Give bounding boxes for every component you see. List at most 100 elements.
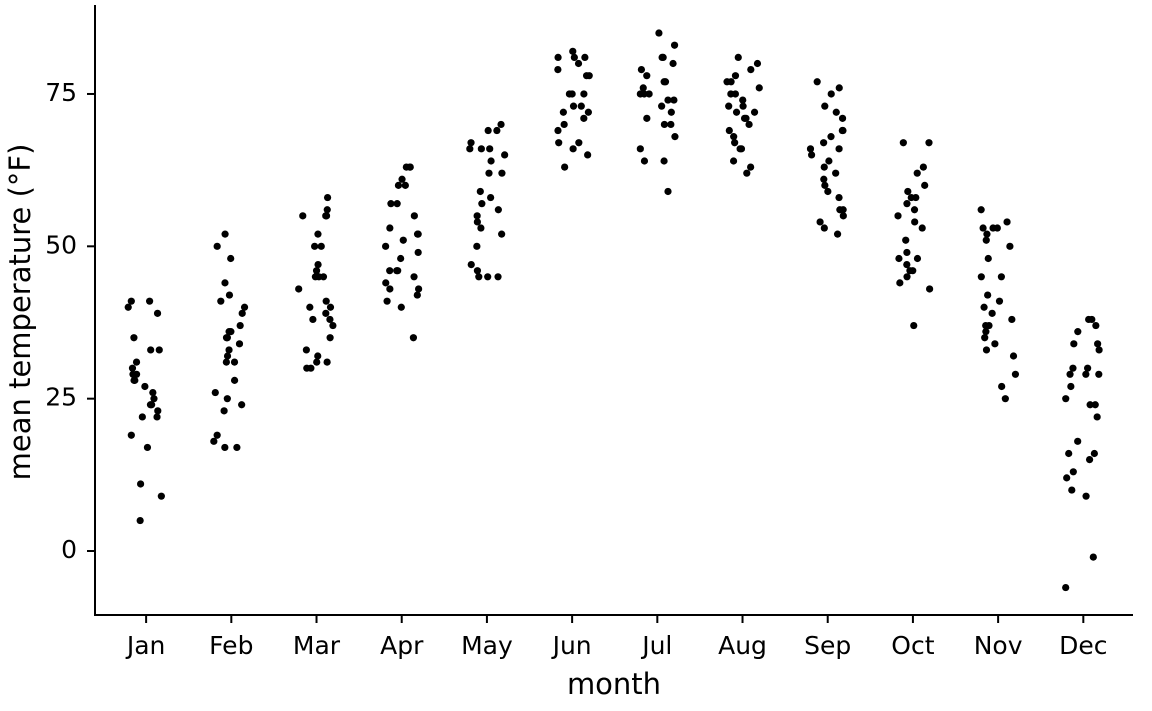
point — [643, 114, 651, 122]
point — [477, 145, 485, 153]
y-tick-label: 50 — [45, 230, 77, 259]
point — [997, 273, 1005, 281]
point — [306, 303, 314, 311]
point — [501, 151, 509, 159]
point — [484, 273, 492, 281]
point — [223, 352, 232, 360]
point — [211, 388, 219, 397]
point — [394, 267, 402, 275]
point — [895, 254, 903, 263]
point — [143, 443, 152, 452]
point — [655, 29, 663, 37]
point — [138, 413, 146, 421]
point — [925, 139, 933, 147]
point — [645, 90, 653, 98]
point — [393, 200, 401, 208]
point — [1008, 315, 1016, 324]
point — [221, 230, 229, 238]
point — [1094, 340, 1102, 348]
point — [643, 72, 651, 80]
point — [671, 133, 679, 141]
point — [820, 139, 828, 147]
point — [816, 218, 824, 226]
point — [913, 254, 922, 263]
point — [555, 139, 563, 147]
point — [838, 114, 847, 122]
point — [414, 248, 422, 257]
point — [660, 120, 669, 129]
point — [153, 413, 161, 421]
point — [141, 382, 149, 391]
point — [669, 59, 677, 68]
point — [1070, 340, 1078, 348]
point — [210, 437, 218, 445]
point — [1003, 218, 1011, 226]
point — [995, 297, 1004, 305]
x-tick-label: Jan — [125, 631, 166, 660]
point — [220, 407, 228, 415]
point — [386, 285, 394, 293]
point — [835, 84, 843, 92]
point — [1085, 315, 1093, 324]
point — [984, 254, 992, 263]
point — [739, 96, 747, 104]
point — [913, 169, 921, 177]
x-tick-label: May — [461, 631, 513, 660]
point — [636, 145, 644, 153]
point — [309, 315, 317, 324]
x-axis-title: month — [567, 667, 661, 701]
point — [565, 90, 574, 98]
point — [494, 273, 502, 281]
point — [839, 206, 847, 214]
point — [824, 187, 832, 196]
point — [329, 321, 337, 330]
point — [827, 90, 835, 98]
point — [731, 90, 740, 98]
point — [910, 206, 919, 214]
point — [1082, 370, 1090, 378]
point — [473, 212, 481, 220]
point — [554, 65, 562, 74]
point — [821, 102, 829, 110]
point — [739, 102, 747, 110]
point — [323, 358, 331, 366]
point — [401, 181, 409, 189]
point — [413, 291, 421, 299]
x-tick-label: Nov — [974, 631, 1023, 660]
point — [660, 157, 668, 165]
point — [1090, 449, 1098, 458]
point — [821, 181, 829, 189]
x-tick-label: Jul — [640, 631, 672, 660]
point — [670, 96, 678, 104]
point — [410, 212, 418, 220]
point — [235, 340, 244, 348]
point — [323, 206, 331, 214]
point — [326, 315, 334, 324]
point — [827, 133, 835, 141]
point — [409, 334, 418, 342]
point — [230, 376, 239, 384]
point — [670, 41, 679, 49]
point — [561, 163, 569, 171]
point — [750, 108, 759, 116]
point — [988, 309, 996, 317]
point — [322, 309, 330, 317]
y-tick-label: 25 — [45, 383, 77, 412]
point — [977, 206, 985, 214]
point — [238, 309, 246, 317]
point — [577, 102, 585, 110]
point — [225, 291, 234, 299]
point — [906, 267, 914, 275]
point — [729, 157, 738, 165]
y-tick-label: 0 — [61, 535, 77, 564]
point — [230, 358, 239, 366]
point — [127, 297, 135, 305]
point — [222, 358, 230, 366]
point — [903, 200, 911, 208]
point — [734, 53, 742, 62]
point — [136, 516, 144, 525]
point — [731, 139, 739, 147]
point — [581, 53, 589, 62]
point — [659, 53, 667, 62]
point — [1062, 583, 1070, 592]
